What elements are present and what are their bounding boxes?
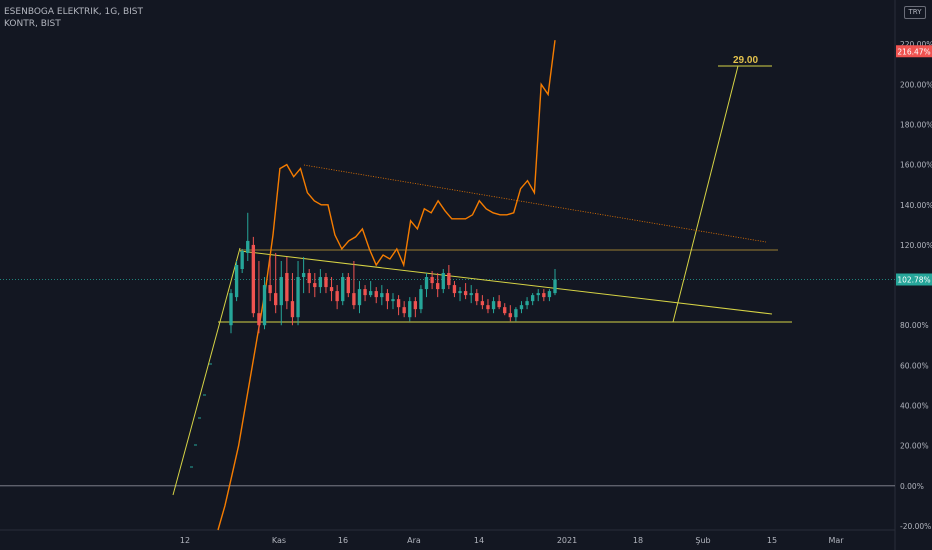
y-tick-label: 80.00% [900,321,929,330]
candle-body [279,277,283,306]
candle-body [268,285,272,294]
kontr-compare-line [217,40,556,531]
candle-body [324,277,328,288]
candle-body [329,287,334,292]
compare-trendline [303,164,767,243]
y-tick-label: -20.00% [900,522,931,531]
candle-body [346,277,350,294]
candle-body [307,273,311,284]
currency-badge[interactable]: TRY [904,6,926,19]
candle-body [251,244,256,314]
x-tick-label: 16 [338,536,348,545]
main-price-badge-label: 102.78% [897,275,930,284]
candle-body [497,301,501,308]
candle-body [296,277,300,318]
candle-body [553,279,557,294]
candle-body [229,293,233,326]
candle-body [447,273,451,286]
x-tick-label: Mar [828,536,844,545]
x-tick-label: 12 [180,536,190,545]
candle-body [547,291,552,298]
compare-price-badge-label: 216.47% [897,47,930,56]
candle-body [514,309,518,318]
x-tick-label: Ara [407,536,421,545]
candle-body [452,285,457,294]
x-tick-label: 2021 [557,536,577,545]
candle-body [380,293,384,298]
rising-trendline [172,247,241,496]
candle-body [441,273,445,290]
candle-body [352,293,356,306]
candle-body [368,291,373,296]
candle-body [357,289,362,306]
candle-body [536,293,540,296]
candle-body [503,307,507,314]
candle-body [480,301,485,306]
candle-body [257,313,261,326]
y-tick-label: 20.00% [900,442,929,451]
candle-body [246,240,250,253]
candle-body [290,301,295,318]
candle-body [374,291,378,298]
compare-symbol-label[interactable]: KONTR, BIST [4,19,61,29]
candle-body [363,289,367,296]
candle-body [508,313,512,318]
compare-price-badge [896,45,932,58]
candle-body [525,301,529,306]
y-tick-label: 160.00% [900,161,932,170]
y-tick-label: 60.00% [900,361,929,370]
candle-body [469,293,473,296]
main-price-badge [896,273,932,286]
candle-body [285,273,289,302]
x-tick-label: 18 [633,536,643,545]
candle-body [463,291,468,296]
x-tick-label: Şub [695,536,710,545]
candle-body [402,307,406,314]
target-annotation: 29.00 [733,55,758,66]
candle-body [519,305,524,310]
y-tick-label: 220.00% [900,40,932,49]
candle-body [335,291,339,302]
candle-body [240,250,244,270]
y-tick-label: 200.00% [900,80,932,89]
main-symbol-label[interactable]: ESENBOGA ELEKTRIK, 1G, BIST [4,7,143,17]
candle-body [486,305,490,310]
candle-body [475,293,479,302]
candle-body [430,277,434,284]
candle-body [341,277,345,302]
y-tick-label: 140.00% [900,201,932,210]
target-projection-line [672,65,739,323]
chart-legend: ESENBOGA ELEKTRIK, 1G, BIST KONTR, BIST [4,6,143,30]
candle-body [391,299,395,302]
y-tick-label: 120.00% [900,241,932,250]
candle-body [542,293,546,298]
triangle-upper-line [239,250,773,315]
candle-body [458,291,462,294]
candle-body [424,277,429,290]
candle-body [530,295,535,302]
candle-body [413,301,418,310]
candle-body [234,265,239,298]
y-tick-label: 40.00% [900,402,929,411]
y-tick-label: 0.00% [900,482,924,491]
x-tick-label: 15 [767,536,777,545]
x-tick-label: 14 [474,536,484,545]
x-tick-label: Kas [272,536,286,545]
candle-body [491,301,496,310]
candle-body [385,293,390,302]
candle-body [318,277,323,288]
y-tick-label: 180.00% [900,120,932,129]
candle-body [396,299,401,308]
candle-body [262,285,267,326]
candle-body [419,289,423,310]
candle-body [408,301,412,318]
candle-body [274,293,278,306]
candle-body [313,283,317,288]
candle-body [436,283,440,290]
candle-body [301,273,306,278]
